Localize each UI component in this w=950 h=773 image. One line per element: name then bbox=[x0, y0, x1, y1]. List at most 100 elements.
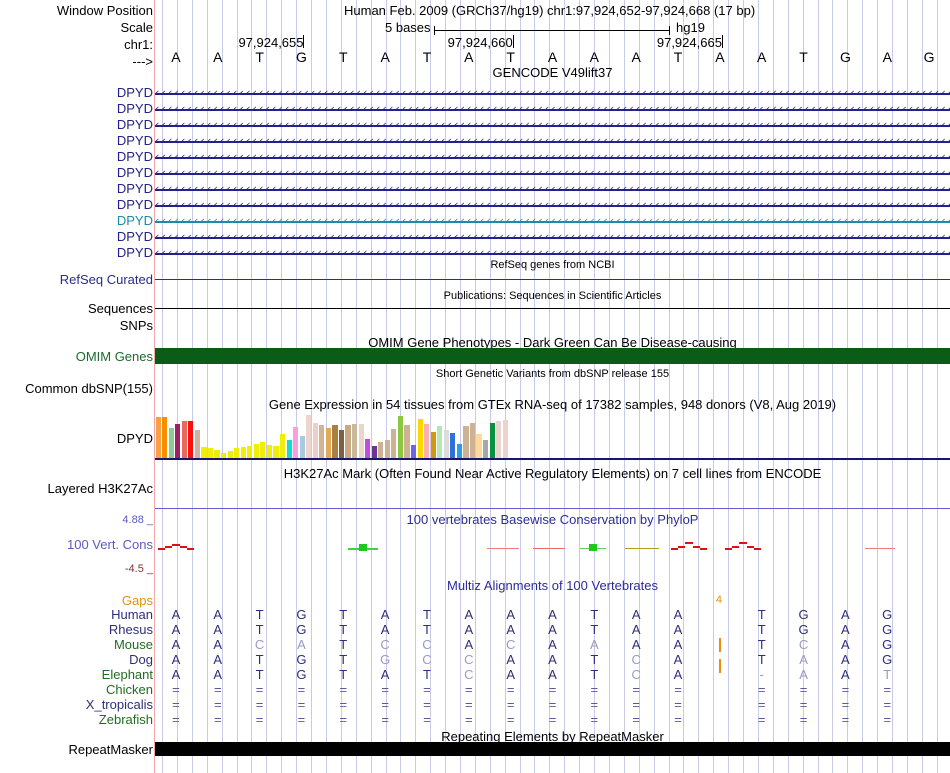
species-label[interactable]: Chicken bbox=[106, 682, 153, 697]
gtex-tissue-bar[interactable] bbox=[299, 436, 305, 460]
gtex-tissue-bar[interactable] bbox=[404, 424, 410, 460]
gtex-tissue-bar[interactable] bbox=[234, 448, 240, 460]
gtex-tissue-bar[interactable] bbox=[371, 446, 377, 460]
gtex-tissue-bar[interactable] bbox=[207, 448, 214, 460]
gtex-tissue-bar[interactable] bbox=[214, 450, 220, 460]
gtex-tissue-bar[interactable] bbox=[345, 424, 351, 460]
gene-row[interactable]: ‹‹‹‹‹‹‹‹‹‹‹‹‹‹‹‹‹‹‹‹‹‹‹‹‹‹‹‹‹‹‹‹‹‹‹‹‹‹‹‹… bbox=[155, 102, 950, 115]
gtex-tissue-bar[interactable] bbox=[227, 451, 233, 460]
gtex-tissue-bar[interactable] bbox=[194, 430, 200, 460]
gtex-tissue-bar[interactable] bbox=[456, 443, 462, 460]
gtex-tissue-bar[interactable] bbox=[496, 421, 502, 460]
gtex-tissue-bar[interactable] bbox=[286, 439, 292, 460]
gtex-tissue-bar[interactable] bbox=[384, 439, 390, 460]
gtex-tissue-bar[interactable] bbox=[352, 423, 358, 460]
gtex-dpyd-label[interactable]: DPYD bbox=[116, 431, 153, 446]
gaps-label[interactable]: Gaps bbox=[121, 593, 153, 608]
gene-row[interactable]: ‹‹‹‹‹‹‹‹‹‹‹‹‹‹‹‹‹‹‹‹‹‹‹‹‹‹‹‹‹‹‹‹‹‹‹‹‹‹‹‹… bbox=[155, 134, 950, 147]
repeatmasker-label[interactable]: RepeatMasker bbox=[68, 742, 153, 757]
gtex-tissue-bar[interactable] bbox=[365, 438, 371, 460]
gtex-tissue-bar[interactable] bbox=[240, 447, 246, 460]
gtex-tissue-bar[interactable] bbox=[338, 430, 345, 460]
gene-label-dpyd[interactable]: DPYD bbox=[116, 165, 153, 180]
gene-label-dpyd[interactable]: DPYD bbox=[116, 245, 153, 260]
omim-gene-bar[interactable] bbox=[155, 348, 950, 364]
gtex-tissue-bar[interactable] bbox=[450, 433, 456, 460]
common-dbsnp-label[interactable]: Common dbSNP(155) bbox=[25, 381, 153, 396]
gtex-tissue-bar[interactable] bbox=[247, 446, 253, 460]
gtex-tissue-bar[interactable] bbox=[306, 415, 312, 460]
species-label[interactable]: Elephant bbox=[101, 667, 153, 682]
species-label[interactable]: Zebrafish bbox=[98, 712, 153, 727]
gtex-tissue-bar[interactable] bbox=[266, 445, 273, 460]
gtex-tissue-bar[interactable] bbox=[424, 423, 430, 460]
browser-data-area[interactable]: GENCODE V49lift37 ‹‹‹‹‹‹‹‹‹‹‹‹‹‹‹‹‹‹‹‹‹‹… bbox=[155, 0, 950, 773]
species-label[interactable]: Rhesus bbox=[108, 622, 153, 637]
gtex-tissue-bar[interactable] bbox=[437, 425, 443, 460]
gtex-tissue-bar[interactable] bbox=[155, 417, 161, 460]
conservation-wiggle[interactable] bbox=[155, 532, 950, 566]
gtex-tissue-bar[interactable] bbox=[476, 434, 482, 460]
species-label[interactable]: Human bbox=[111, 607, 153, 622]
gtex-tissue-bar[interactable] bbox=[378, 441, 384, 460]
gene-label-dpyd[interactable]: DPYD bbox=[116, 229, 153, 244]
gtex-tissue-bar[interactable] bbox=[502, 420, 508, 460]
gtex-tissue-bar[interactable] bbox=[279, 434, 286, 460]
gtex-tissue-bar[interactable] bbox=[201, 447, 207, 460]
conservation-label[interactable]: 100 Vert. Cons bbox=[67, 537, 153, 552]
refseq-curated-label[interactable]: RefSeq Curated bbox=[59, 272, 153, 287]
sequences-label[interactable]: Sequences bbox=[87, 301, 153, 316]
gene-row[interactable]: ‹‹‹‹‹‹‹‹‹‹‹‹‹‹‹‹‹‹‹‹‹‹‹‹‹‹‹‹‹‹‹‹‹‹‹‹‹‹‹‹… bbox=[155, 214, 950, 227]
gtex-tissue-bar[interactable] bbox=[293, 426, 299, 460]
gtex-tissue-bar[interactable] bbox=[332, 424, 338, 460]
publications-sequence-line[interactable] bbox=[155, 308, 950, 309]
gtex-tissue-bar[interactable] bbox=[358, 423, 364, 460]
gtex-tissue-bar[interactable] bbox=[168, 427, 174, 460]
gene-label-dpyd[interactable]: DPYD bbox=[116, 85, 153, 100]
gtex-tissue-bar[interactable] bbox=[221, 452, 227, 460]
species-label[interactable]: Mouse bbox=[113, 637, 153, 652]
track-label-column[interactable]: Window Position Scale chr1: ---> DPYD DPY… bbox=[0, 0, 153, 773]
gene-row[interactable]: ‹‹‹‹‹‹‹‹‹‹‹‹‹‹‹‹‹‹‹‹‹‹‹‹‹‹‹‹‹‹‹‹‹‹‹‹‹‹‹‹… bbox=[155, 246, 950, 259]
gene-label-dpyd[interactable]: DPYD bbox=[116, 133, 153, 148]
gene-label-dpyd[interactable]: DPYD bbox=[116, 149, 153, 164]
gtex-tissue-bar[interactable] bbox=[181, 421, 187, 460]
gtex-tissue-bar[interactable] bbox=[188, 421, 194, 460]
gtex-tissue-bar[interactable] bbox=[253, 443, 259, 460]
gtex-tissue-bar[interactable] bbox=[260, 441, 266, 460]
gtex-tissue-bar[interactable] bbox=[463, 425, 469, 460]
gene-row[interactable]: ‹‹‹‹‹‹‹‹‹‹‹‹‹‹‹‹‹‹‹‹‹‹‹‹‹‹‹‹‹‹‹‹‹‹‹‹‹‹‹‹… bbox=[155, 118, 950, 131]
gtex-tissue-bar[interactable] bbox=[273, 446, 279, 460]
gtex-tissue-bar[interactable] bbox=[175, 423, 181, 460]
gtex-tissue-bar[interactable] bbox=[319, 424, 325, 460]
gtex-tissue-bar[interactable] bbox=[469, 422, 476, 460]
gene-label-dpyd[interactable]: DPYD bbox=[116, 213, 153, 228]
gtex-tissue-bar[interactable] bbox=[410, 445, 417, 460]
gene-label-dpyd[interactable]: DPYD bbox=[116, 117, 153, 132]
gene-row[interactable]: ‹‹‹‹‹‹‹‹‹‹‹‹‹‹‹‹‹‹‹‹‹‹‹‹‹‹‹‹‹‹‹‹‹‹‹‹‹‹‹‹… bbox=[155, 86, 950, 99]
refseq-gene-line[interactable] bbox=[155, 279, 950, 280]
gene-label-dpyd[interactable]: DPYD bbox=[116, 181, 153, 196]
gtex-tissue-bar[interactable] bbox=[162, 417, 168, 460]
gene-row[interactable]: ‹‹‹‹‹‹‹‹‹‹‹‹‹‹‹‹‹‹‹‹‹‹‹‹‹‹‹‹‹‹‹‹‹‹‹‹‹‹‹‹… bbox=[155, 230, 950, 243]
gtex-expression-barchart[interactable] bbox=[155, 415, 950, 460]
gtex-tissue-bar[interactable] bbox=[391, 428, 397, 460]
gtex-tissue-bar[interactable] bbox=[443, 430, 449, 460]
layered-h3k27ac-label[interactable]: Layered H3K27Ac bbox=[47, 481, 153, 496]
gene-label-dpyd[interactable]: DPYD bbox=[116, 197, 153, 212]
gtex-tissue-bar[interactable] bbox=[325, 427, 331, 460]
species-label[interactable]: X_tropicalis bbox=[85, 697, 153, 712]
gtex-tissue-bar[interactable] bbox=[312, 422, 318, 460]
gene-label-dpyd[interactable]: DPYD bbox=[116, 101, 153, 116]
gene-row[interactable]: ‹‹‹‹‹‹‹‹‹‹‹‹‹‹‹‹‹‹‹‹‹‹‹‹‹‹‹‹‹‹‹‹‹‹‹‹‹‹‹‹… bbox=[155, 166, 950, 179]
gene-row[interactable]: ‹‹‹‹‹‹‹‹‹‹‹‹‹‹‹‹‹‹‹‹‹‹‹‹‹‹‹‹‹‹‹‹‹‹‹‹‹‹‹‹… bbox=[155, 150, 950, 163]
gtex-tissue-bar[interactable] bbox=[483, 439, 489, 460]
gene-row[interactable]: ‹‹‹‹‹‹‹‹‹‹‹‹‹‹‹‹‹‹‹‹‹‹‹‹‹‹‹‹‹‹‹‹‹‹‹‹‹‹‹‹… bbox=[155, 198, 950, 211]
gtex-tissue-bar[interactable] bbox=[430, 432, 436, 460]
gene-row[interactable]: ‹‹‹‹‹‹‹‹‹‹‹‹‹‹‹‹‹‹‹‹‹‹‹‹‹‹‹‹‹‹‹‹‹‹‹‹‹‹‹‹… bbox=[155, 182, 950, 195]
gtex-tissue-bar[interactable] bbox=[489, 422, 495, 460]
omim-genes-label[interactable]: OMIM Genes bbox=[75, 349, 153, 364]
repeatmasker-bar[interactable] bbox=[155, 742, 950, 756]
species-label[interactable]: Dog bbox=[129, 652, 153, 667]
